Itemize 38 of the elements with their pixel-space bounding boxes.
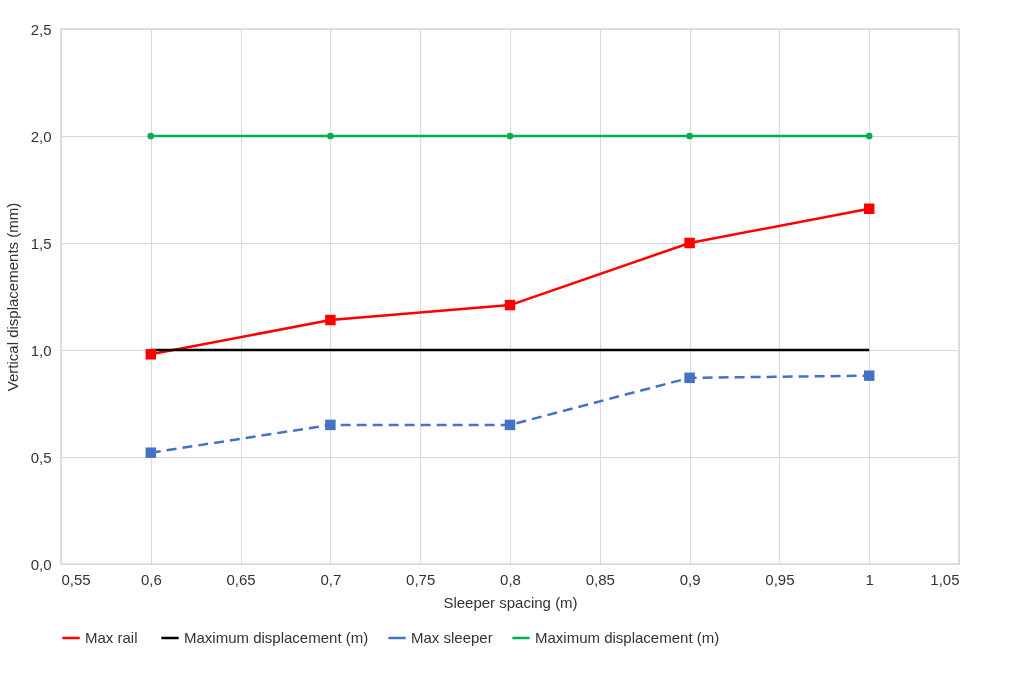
x-tick-label: 1,05 xyxy=(930,570,960,588)
legend-label: Maximum displacement (m) xyxy=(184,629,369,646)
y-tick-label: 2,0 xyxy=(30,127,52,145)
y-axis-title: Vertical displacements (mm) xyxy=(3,202,21,392)
legend-label: Max rail xyxy=(85,629,138,646)
point xyxy=(684,372,695,384)
x-tick-label: 0,95 xyxy=(765,570,795,588)
point xyxy=(506,132,514,140)
point xyxy=(865,132,873,140)
x-tick-label: 0,6 xyxy=(140,570,162,588)
x-tick-label: 0,9 xyxy=(679,570,701,588)
y-tick-label: 1,5 xyxy=(30,234,52,252)
x-tick-label: 0,85 xyxy=(585,570,615,588)
y-tick-label: 2,5 xyxy=(30,20,52,38)
x-tick-label: 0,8 xyxy=(500,570,521,588)
point xyxy=(504,419,516,431)
point xyxy=(145,349,157,360)
x-tick-label: 0,55 xyxy=(61,570,91,588)
point xyxy=(684,237,695,249)
legend-label: Max sleeper xyxy=(411,629,493,646)
y-tick-label: 0,0 xyxy=(30,555,52,573)
point xyxy=(863,370,875,381)
x-tick-label: 0,7 xyxy=(320,570,342,588)
point xyxy=(686,132,693,140)
point xyxy=(504,299,516,311)
y-tick-label: 1,0 xyxy=(30,341,52,359)
x-tick-label: 1 xyxy=(865,570,874,588)
point xyxy=(863,203,875,214)
point xyxy=(145,447,157,458)
point xyxy=(325,419,336,431)
point xyxy=(325,314,336,326)
y-tick-label: 0,5 xyxy=(30,448,52,466)
x-tick-label: 0,75 xyxy=(406,570,436,588)
point xyxy=(327,132,334,140)
legend-label: Maximum displacement (m) xyxy=(535,629,720,646)
x-axis-title: Sleeper spacing (m) xyxy=(443,593,578,611)
x-tick-label: 0,65 xyxy=(226,570,256,588)
point xyxy=(147,132,155,140)
